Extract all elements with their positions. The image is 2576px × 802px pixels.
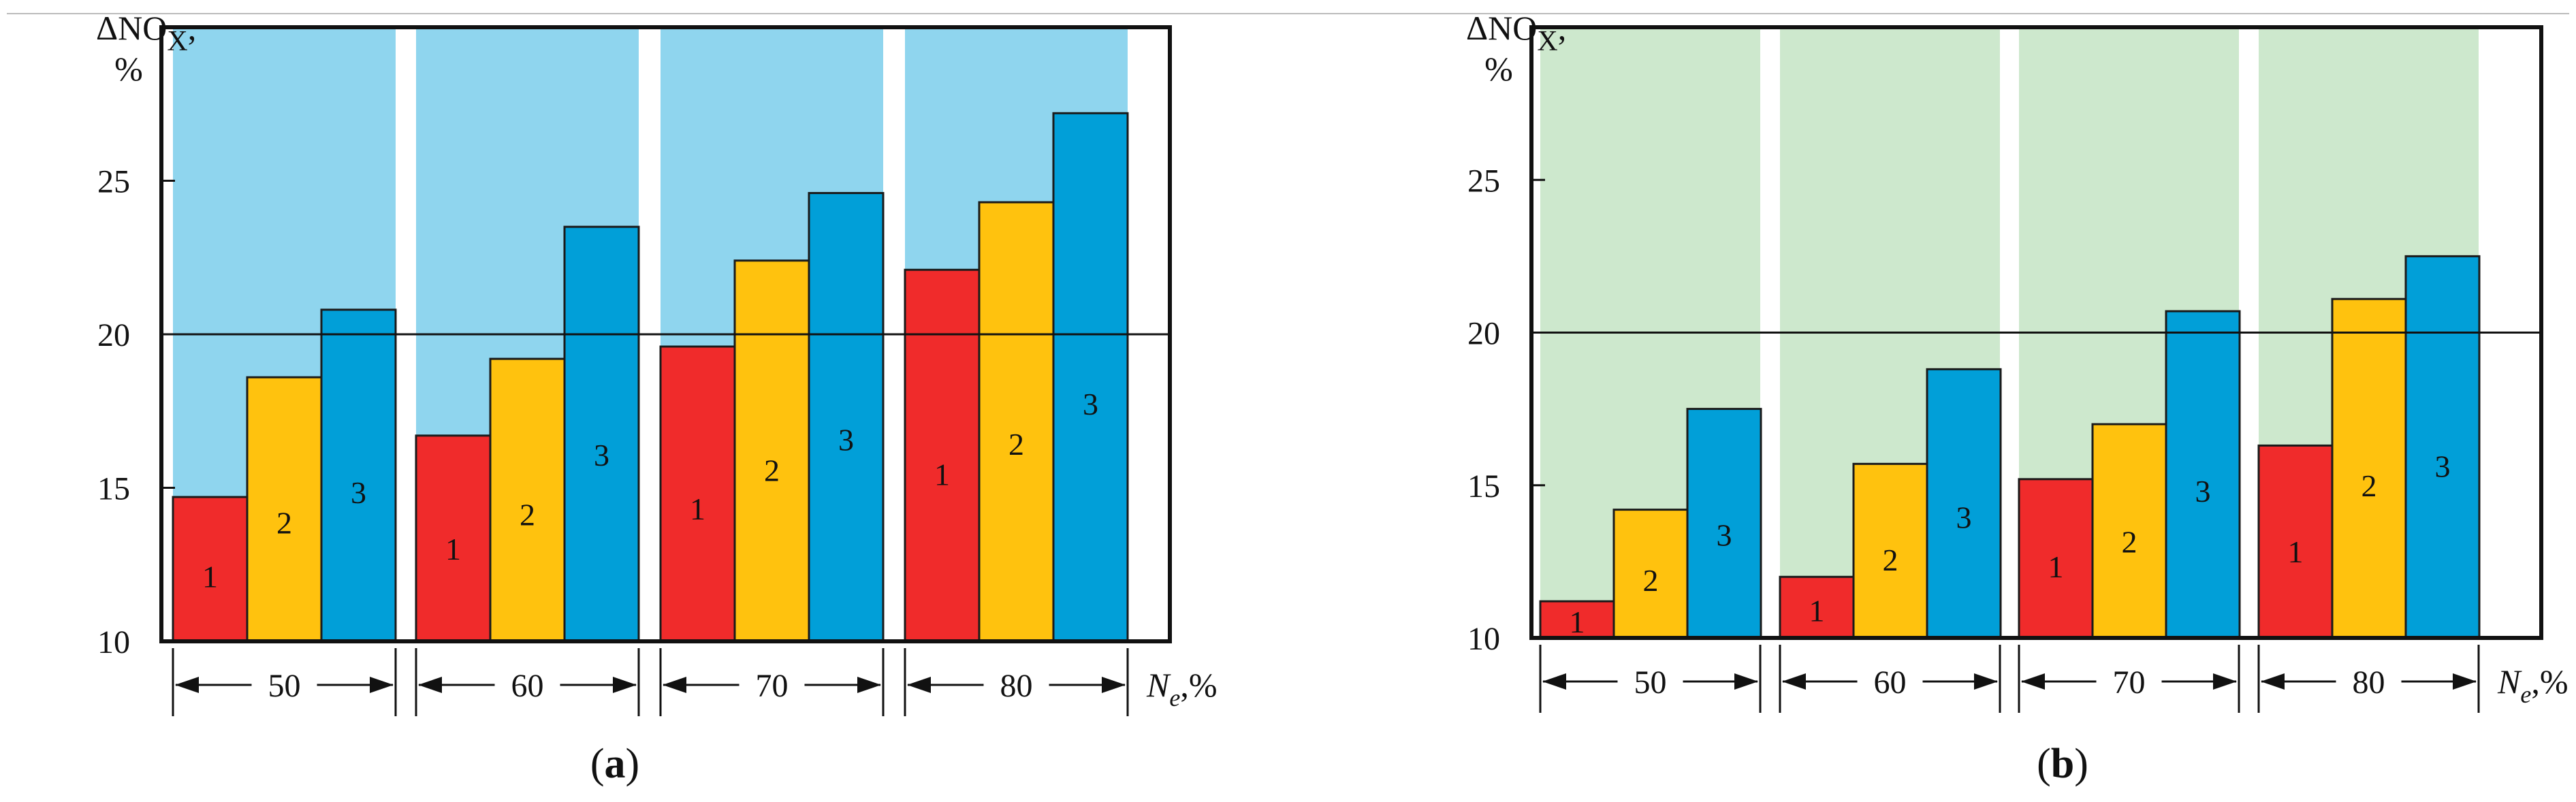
bar-label-s3-80: 3 <box>1083 387 1098 421</box>
y-axis-unit: % <box>114 50 143 88</box>
bar-label-s2-60: 2 <box>520 497 535 532</box>
bar-s3-80 <box>1052 112 1129 643</box>
bar-s2-70 <box>733 259 810 643</box>
y-tick-label-15: 15 <box>1467 468 1500 504</box>
bar-label-s3-60: 3 <box>594 438 609 472</box>
y-axis-unit: % <box>1484 50 1513 88</box>
category-arrowhead-left-60 <box>418 677 442 693</box>
bar-s3-70 <box>808 192 885 643</box>
y-tick-label-15: 15 <box>97 471 130 507</box>
category-arrowhead-right-50 <box>370 677 394 693</box>
bar-label-s3-50: 3 <box>351 475 366 510</box>
bar-s3-60 <box>563 225 640 643</box>
category-arrowhead-left-50 <box>1542 673 1566 690</box>
bar-label-s1-70: 1 <box>690 492 705 526</box>
x-tick-label-80: 80 <box>1000 668 1033 704</box>
category-arrowhead-left-80 <box>907 677 931 693</box>
category-arrowhead-right-80 <box>1102 677 1126 693</box>
y-tick-label-25: 25 <box>97 164 130 200</box>
bar-s1-70 <box>659 345 736 643</box>
bar-label-s2-60: 2 <box>1883 543 1898 577</box>
x-axis-label: Ne,% <box>1146 666 1218 711</box>
category-arrowhead-left-70 <box>663 677 686 693</box>
bar-s2-80 <box>2331 298 2407 639</box>
category-arrowhead-right-60 <box>613 677 637 693</box>
category-arrowhead-right-80 <box>2453 673 2477 690</box>
x-tick-label-50: 50 <box>1634 664 1667 701</box>
bar-label-s3-70: 3 <box>838 423 854 458</box>
category-arrowhead-right-70 <box>857 677 881 693</box>
bar-label-s2-50: 2 <box>1643 563 1659 598</box>
x-tick-label-80: 80 <box>2353 664 2385 701</box>
chart-panel-a: 1 1 1 1 2 2 2 2 3 3 3 3 10 15 20 25 ΔNOX,% 50 60 70 80 Ne,% (a… <box>96 9 1218 787</box>
category-arrowhead-left-50 <box>175 677 199 693</box>
x-tick-label-60: 60 <box>1874 664 1907 701</box>
bar-label-s3-80: 3 <box>2435 449 2451 484</box>
bar-label-s2-70: 2 <box>2122 525 2137 560</box>
bar-s1-80 <box>904 268 981 643</box>
bar-label-s1-50: 1 <box>202 560 218 594</box>
bar-s3-80 <box>2404 255 2481 639</box>
bar-label-s1-60: 1 <box>445 532 461 566</box>
category-arrowhead-left-70 <box>2021 673 2045 690</box>
bar-label-s2-80: 2 <box>2362 468 2377 503</box>
y-axis-label: ΔNOX, <box>96 9 196 57</box>
x-tick-label-60: 60 <box>511 668 544 704</box>
panel-caption: (a) <box>590 741 639 787</box>
bar-label-s1-50: 1 <box>1570 605 1585 639</box>
y-tick-label-20: 20 <box>1467 316 1500 352</box>
panel-caption: (b) <box>2037 741 2088 787</box>
bar-s3-70 <box>2165 310 2241 639</box>
category-arrowhead-right-50 <box>1734 673 1758 690</box>
bar-s1-80 <box>2257 444 2334 639</box>
bar-label-s2-50: 2 <box>276 505 292 540</box>
bar-label-s2-70: 2 <box>764 453 780 487</box>
bar-label-s1-80: 1 <box>934 457 950 492</box>
y-axis-label: ΔNOX, <box>1466 9 1566 57</box>
category-arrowhead-left-60 <box>1782 673 1806 690</box>
bar-label-s1-80: 1 <box>2288 534 2304 569</box>
x-tick-label-70: 70 <box>2113 664 2146 701</box>
bar-s3-50 <box>1686 408 1762 639</box>
y-tick-label-25: 25 <box>1467 163 1500 199</box>
bar-s3-60 <box>1926 368 2002 639</box>
bar-label-s1-70: 1 <box>2048 549 2064 584</box>
x-axis-label: Ne,% <box>2497 662 2569 708</box>
bar-label-s3-70: 3 <box>2195 474 2211 509</box>
bar-s2-80 <box>978 201 1055 643</box>
bar-s2-60 <box>1852 462 1928 639</box>
bar-label-s2-80: 2 <box>1008 427 1024 462</box>
bar-s1-60 <box>1779 575 1855 639</box>
bar-label-s1-60: 1 <box>1809 594 1825 628</box>
bar-s2-60 <box>489 357 566 643</box>
bar-label-s3-50: 3 <box>1717 518 1732 553</box>
category-arrowhead-left-80 <box>2261 673 2285 690</box>
bar-s1-70 <box>2018 478 2094 639</box>
x-tick-label-50: 50 <box>268 668 301 704</box>
y-tick-label-20: 20 <box>97 317 130 353</box>
y-tick-label-10: 10 <box>97 624 130 660</box>
x-tick-label-70: 70 <box>756 668 789 704</box>
bar-label-s3-60: 3 <box>1956 500 1972 534</box>
y-tick-label-10: 10 <box>1467 621 1500 657</box>
category-arrowhead-right-70 <box>2213 673 2237 690</box>
category-arrowhead-right-60 <box>1974 673 1998 690</box>
chart-panel-b: 1 1 1 1 2 2 2 2 3 3 3 3 10 15 20 25 ΔNOX,% 50 60 70 80 Ne,% (b… <box>1466 9 2569 787</box>
